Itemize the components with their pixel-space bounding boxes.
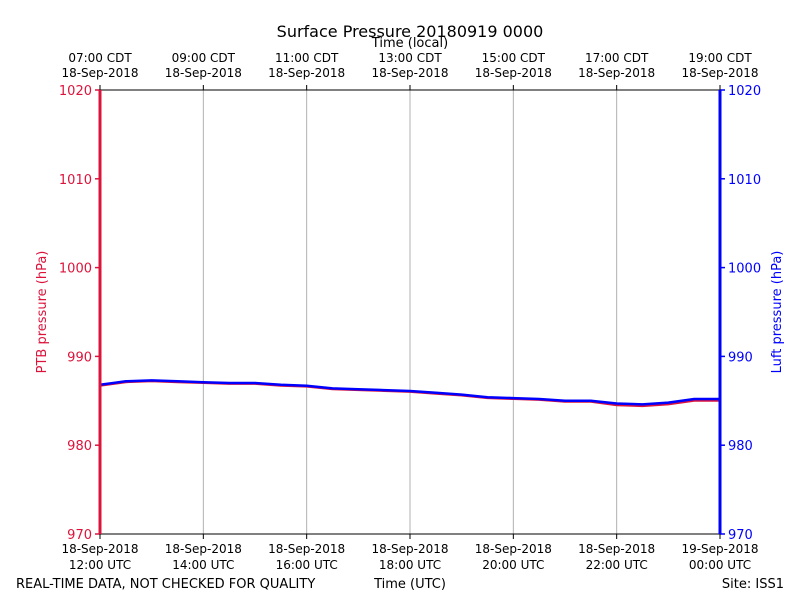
left-y-tick-label: 1010 (59, 173, 92, 188)
left-y-tick-label: 980 (67, 439, 92, 454)
bottom-x-tick-time: 20:00 UTC (482, 558, 544, 572)
top-x-tick-date: 18-Sep-2018 (475, 66, 552, 80)
bottom-x-tick-time: 22:00 UTC (586, 558, 648, 572)
luft-pressure-line (99, 379, 720, 406)
site-label: Site: ISS1 (722, 577, 784, 592)
top-x-tick-date: 18-Sep-2018 (371, 66, 448, 80)
series-lines (99, 379, 720, 408)
left-y-axis-label: PTB pressure (hPa) (35, 251, 50, 374)
top-x-tick-time: 09:00 CDT (172, 51, 236, 65)
left-y-tick-label: 1020 (59, 84, 92, 99)
bottom-x-tick-date: 18-Sep-2018 (475, 542, 552, 556)
top-x-tick-date: 18-Sep-2018 (61, 66, 138, 80)
quality-note: REAL-TIME DATA, NOT CHECKED FOR QUALITY (16, 577, 315, 592)
top-x-tick-time: 19:00 CDT (688, 51, 752, 65)
bottom-x-tick-date: 18-Sep-2018 (165, 542, 242, 556)
right-y-tick-label: 970 (728, 528, 753, 543)
left-y-tick-label: 990 (67, 350, 92, 365)
bottom-x-tick-time: 14:00 UTC (172, 558, 234, 572)
bottom-x-tick-date: 18-Sep-2018 (371, 542, 448, 556)
bottom-x-tick-time: 16:00 UTC (276, 558, 338, 572)
bottom-x-tick-time: 00:00 UTC (689, 558, 751, 572)
top-x-tick-time: 07:00 CDT (68, 51, 132, 65)
right-y-tick-label: 1000 (728, 262, 761, 277)
vertical-grid (202, 90, 618, 534)
right-y-tick-label: 1010 (728, 173, 761, 188)
top-x-tick-time: 11:00 CDT (275, 51, 339, 65)
bottom-x-tick-date: 18-Sep-2018 (268, 542, 345, 556)
bottom-x-tick-time: 18:00 UTC (379, 558, 441, 572)
top-x-tick-time: 17:00 CDT (585, 51, 649, 65)
top-x-tick-date: 18-Sep-2018 (165, 66, 242, 80)
bottom-x-tick-date: 18-Sep-2018 (61, 542, 138, 556)
top-axis-label: Time (local) (371, 36, 448, 51)
left-y-tick-label: 970 (67, 528, 92, 543)
top-x-tick-time: 15:00 CDT (482, 51, 546, 65)
bottom-x-tick-time: 12:00 UTC (69, 558, 131, 572)
top-x-tick-date: 18-Sep-2018 (681, 66, 758, 80)
top-x-tick-date: 18-Sep-2018 (268, 66, 345, 80)
right-y-tick-label: 980 (728, 439, 753, 454)
y-ticks: 970 970 980 980 990 990 1000 1000 1010 1010 1020 10… (59, 84, 761, 543)
left-y-tick-label: 1000 (59, 262, 92, 277)
top-x-tick-time: 13:00 CDT (378, 51, 442, 65)
bottom-x-tick-date: 19-Sep-2018 (681, 542, 758, 556)
chart-title: Surface Pressure 20180919 0000 (277, 22, 544, 41)
x-axis-label: Time (UTC) (373, 577, 446, 592)
right-y-tick-label: 1020 (728, 84, 761, 99)
bottom-x-tick-date: 18-Sep-2018 (578, 542, 655, 556)
right-y-axis-label: Luft pressure (hPa) (770, 251, 785, 374)
top-x-tick-date: 18-Sep-2018 (578, 66, 655, 80)
x-ticks: 18-Sep-2018 12:00 UTC 18-Sep-2018 14:00 UTC… (61, 51, 758, 572)
right-y-tick-label: 990 (728, 350, 753, 365)
